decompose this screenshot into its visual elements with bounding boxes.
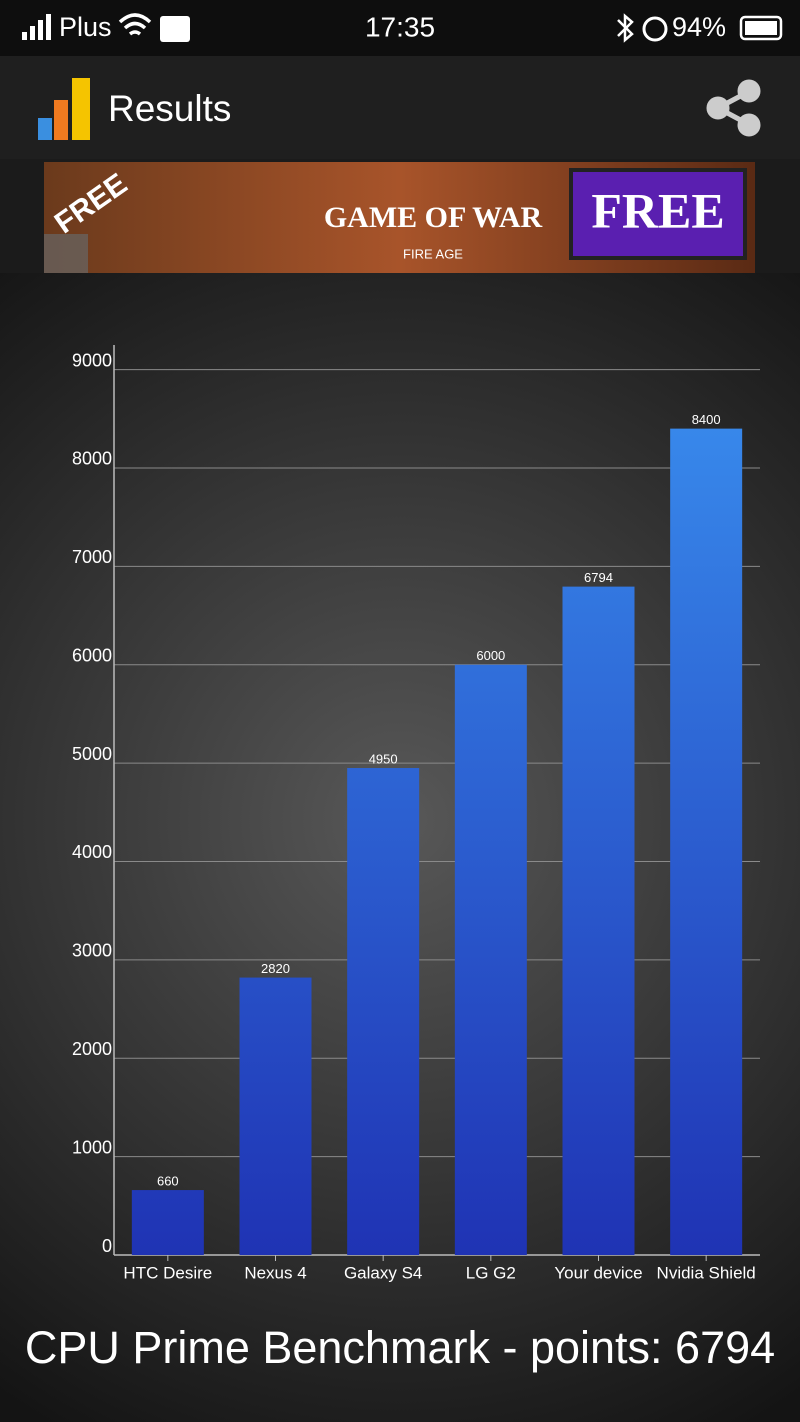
- app-title: Results: [108, 88, 231, 129]
- y-tick-label: 9000: [72, 350, 112, 370]
- y-tick-label: 6000: [72, 645, 112, 665]
- ad-text: FIRE AGE: [403, 246, 463, 261]
- x-tick-label: Galaxy S4: [344, 1263, 422, 1282]
- x-tick-label: Nvidia Shield: [657, 1263, 756, 1282]
- bar: [347, 768, 420, 1255]
- y-tick-label: 8000: [72, 449, 112, 469]
- x-tick-label: Nexus 4: [244, 1263, 306, 1282]
- signal-icon: [22, 14, 51, 40]
- carrier: Plus: [59, 12, 112, 42]
- y-tick-label: 0: [102, 1236, 112, 1256]
- share-button[interactable]: [706, 79, 761, 137]
- clipboard-icon: [160, 16, 190, 42]
- y-tick-label: 1000: [72, 1137, 112, 1157]
- y-tick-label: 7000: [72, 547, 112, 567]
- bar: [670, 428, 743, 1256]
- x-tick-label: Your device: [554, 1263, 642, 1282]
- battery-icon: [739, 15, 783, 41]
- y-tick-label: 4000: [72, 842, 112, 862]
- battery-fill: [745, 21, 777, 35]
- app-bar: [0, 56, 800, 159]
- value-label: 6794: [584, 570, 613, 585]
- value-label: 6000: [476, 648, 505, 663]
- bar: [562, 586, 635, 1255]
- value-label: 4950: [369, 751, 398, 766]
- footer-text: CPU Prime Benchmark - points: 6794: [25, 1322, 775, 1373]
- value-label: 2820: [261, 961, 290, 976]
- x-tick-label: HTC Desire: [123, 1263, 212, 1282]
- x-tick-label: LG G2: [466, 1263, 516, 1282]
- value-label: 8400: [692, 412, 721, 427]
- battery-level: 94%: [672, 12, 726, 42]
- bar: [131, 1190, 204, 1255]
- bluetooth-icon: [617, 13, 634, 43]
- alarm-icon: [642, 16, 668, 42]
- app-logo: [38, 78, 90, 140]
- ad-button: [569, 168, 747, 260]
- clock: 17:35: [365, 11, 435, 42]
- value-label: 660: [157, 1174, 179, 1189]
- bar: [239, 977, 312, 1255]
- ad-text: GAME OF WAR: [324, 201, 543, 234]
- bar: [454, 664, 527, 1255]
- y-tick-label: 2000: [72, 1039, 112, 1059]
- y-tick-label: 5000: [72, 744, 112, 764]
- wifi-icon: [118, 13, 152, 36]
- ad-text: FREE: [591, 182, 724, 238]
- y-tick-label: 3000: [72, 941, 112, 961]
- ad-banner[interactable]: FREE GAME OF WAR FIRE AGE FREE: [44, 162, 755, 273]
- ad-info-icon: [44, 234, 88, 273]
